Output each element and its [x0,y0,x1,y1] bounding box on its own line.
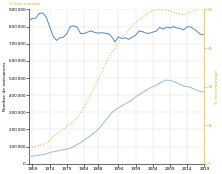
Y-axis label: Nombre de naissances: Nombre de naissances [3,62,7,111]
Y-axis label: % hors mariage: % hors mariage [215,69,219,104]
Text: ··· % hors mariage: ··· % hors mariage [4,2,41,6]
